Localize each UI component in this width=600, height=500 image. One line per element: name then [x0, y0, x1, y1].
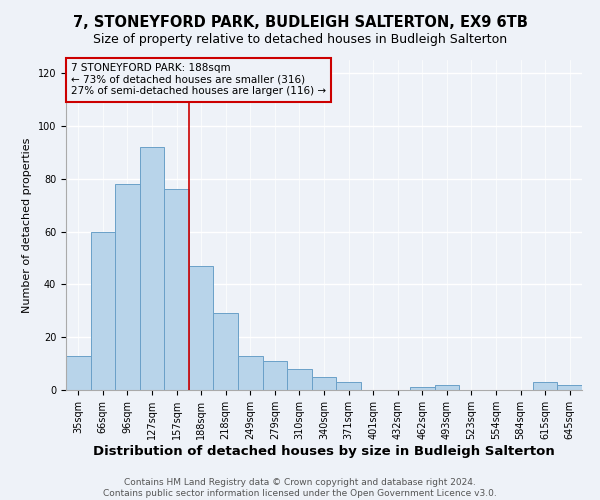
Text: Size of property relative to detached houses in Budleigh Salterton: Size of property relative to detached ho… [93, 32, 507, 46]
Bar [410, 388, 434, 390]
Text: 7 STONEYFORD PARK: 188sqm
← 73% of detached houses are smaller (316)
27% of semi: 7 STONEYFORD PARK: 188sqm ← 73% of detac… [71, 64, 326, 96]
Bar [66, 356, 91, 390]
Bar [263, 361, 287, 390]
Bar [557, 384, 582, 390]
Text: 7, STONEYFORD PARK, BUDLEIGH SALTERTON, EX9 6TB: 7, STONEYFORD PARK, BUDLEIGH SALTERTON, … [73, 15, 527, 30]
Bar [115, 184, 140, 390]
Text: Contains HM Land Registry data © Crown copyright and database right 2024.
Contai: Contains HM Land Registry data © Crown c… [103, 478, 497, 498]
Bar [336, 382, 361, 390]
Y-axis label: Number of detached properties: Number of detached properties [22, 138, 32, 312]
Bar [287, 369, 312, 390]
Bar [189, 266, 214, 390]
Bar [164, 190, 189, 390]
Bar [434, 384, 459, 390]
Bar [140, 147, 164, 390]
Bar [214, 314, 238, 390]
Bar [91, 232, 115, 390]
Bar [312, 377, 336, 390]
Bar [533, 382, 557, 390]
Bar [238, 356, 263, 390]
X-axis label: Distribution of detached houses by size in Budleigh Salterton: Distribution of detached houses by size … [93, 444, 555, 458]
